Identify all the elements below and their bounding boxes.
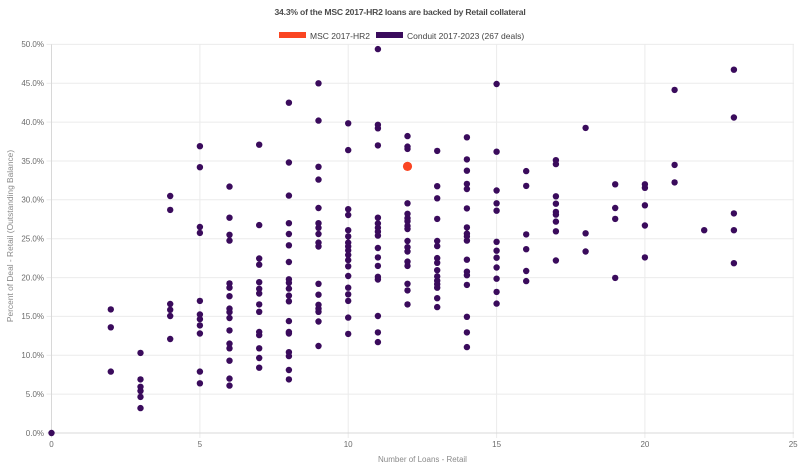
svg-text:Percent of Deal - Retail (Outs: Percent of Deal - Retail (Outstanding Ba… xyxy=(5,150,15,322)
svg-text:20: 20 xyxy=(640,440,649,449)
svg-text:25: 25 xyxy=(789,440,798,449)
svg-text:0: 0 xyxy=(49,440,54,449)
svg-text:Number of Loans - Retail: Number of Loans - Retail xyxy=(378,455,467,464)
svg-text:5: 5 xyxy=(198,440,203,449)
svg-text:20.0%: 20.0% xyxy=(21,273,44,282)
svg-text:50.0%: 50.0% xyxy=(21,40,44,49)
svg-text:10: 10 xyxy=(344,440,353,449)
svg-text:15: 15 xyxy=(492,440,501,449)
svg-text:15.0%: 15.0% xyxy=(21,312,44,321)
svg-text:25.0%: 25.0% xyxy=(21,235,44,244)
svg-text:35.0%: 35.0% xyxy=(21,157,44,166)
svg-text:10.0%: 10.0% xyxy=(21,351,44,360)
svg-text:30.0%: 30.0% xyxy=(21,196,44,205)
svg-text:40.0%: 40.0% xyxy=(21,118,44,127)
svg-text:45.0%: 45.0% xyxy=(21,79,44,88)
svg-text:0.0%: 0.0% xyxy=(26,429,44,438)
svg-text:5.0%: 5.0% xyxy=(26,390,44,399)
